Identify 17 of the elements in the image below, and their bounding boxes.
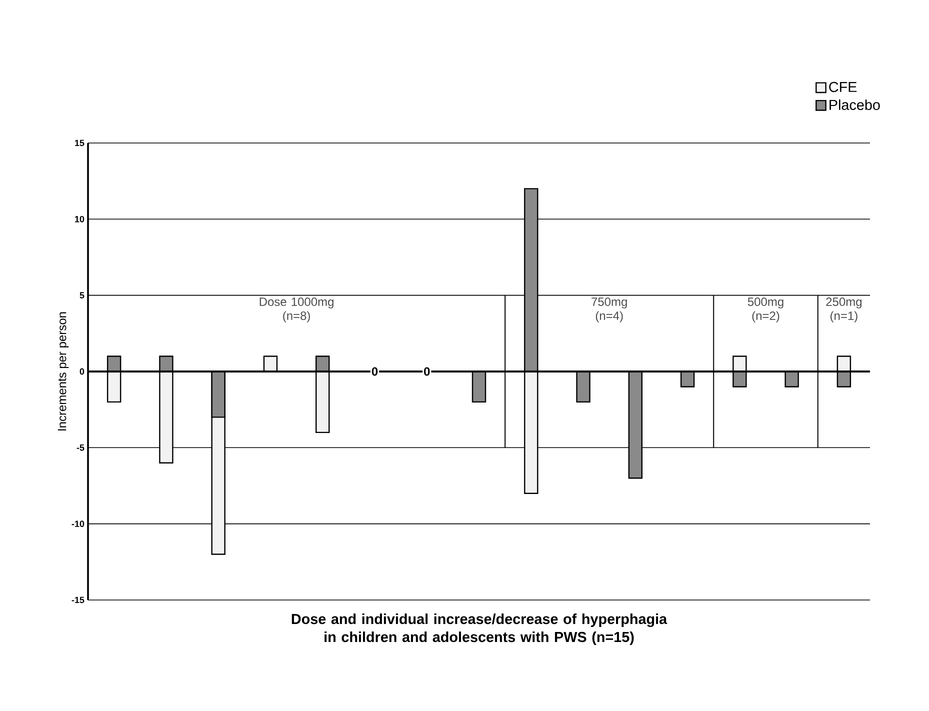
y-axis-title: Increments per person [58, 312, 69, 430]
data-label: 0 [424, 367, 430, 376]
annotation: 250mg (n=1) [826, 298, 862, 322]
y-tick-label: -5 [76, 444, 84, 451]
annotation: 500mg (n=2) [748, 298, 784, 322]
data-label: 0 [372, 367, 378, 376]
y-tick-label: -15 [72, 596, 84, 604]
legend-label: CFE [829, 82, 857, 92]
y-tick-label: 0 [80, 368, 84, 375]
legend-label: Placebo [830, 99, 880, 110]
y-tick-label: 10 [75, 216, 84, 222]
y-tick-label: 15 [75, 140, 84, 146]
annotation: Dose 1000mg (n=8) [260, 298, 334, 322]
y-tick-label: 5 [80, 292, 84, 298]
y-tick-label: -10 [72, 520, 84, 528]
x-axis-title: Dose and individual increase/decrease of hyperphagia in children and adolescents with PWS (n=15) [292, 614, 668, 645]
annotation: 750mg (n=4) [592, 298, 627, 322]
